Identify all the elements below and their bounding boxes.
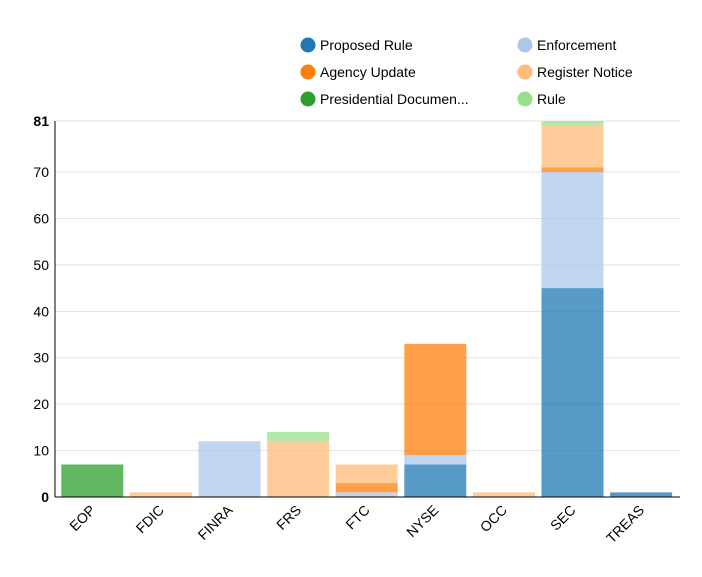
bar-segment-sec-1[interactable] — [541, 172, 604, 289]
bars — [61, 121, 673, 497]
bar-segment-nyse-2[interactable] — [404, 343, 467, 456]
bar-segment-nyse-0[interactable] — [404, 464, 467, 497]
legend-swatch-icon[interactable] — [300, 91, 316, 107]
legend-label[interactable]: Proposed Rule — [320, 37, 413, 53]
y-tick-label: 70 — [33, 164, 49, 180]
bar-segment-ftc-1[interactable] — [335, 492, 398, 497]
legend-label[interactable]: Enforcement — [537, 37, 616, 53]
legend: Proposed Rule Enforcement Agency Update Reg… — [300, 37, 633, 107]
y-tick-label: 10 — [33, 443, 49, 459]
x-tick-label: OCC — [477, 502, 510, 535]
x-tick-label: TREAS — [603, 502, 647, 546]
x-tick-label: FINRA — [195, 501, 236, 542]
gridlines — [55, 120, 680, 498]
y-tick-label: 40 — [33, 303, 49, 319]
legend-swatch-icon[interactable] — [517, 37, 533, 53]
x-tick-label: SEC — [547, 502, 579, 534]
y-tick-label: 20 — [33, 396, 49, 412]
legend-swatch-icon[interactable] — [300, 37, 316, 53]
x-tick-label: FDIC — [133, 502, 167, 536]
legend-label[interactable]: Agency Update — [320, 64, 416, 80]
bar-segment-treas-0[interactable] — [610, 492, 673, 497]
bar-segment-ftc-2[interactable] — [335, 483, 398, 493]
bar-segment-sec-0[interactable] — [541, 288, 604, 497]
bar-segment-eop-4[interactable] — [61, 464, 124, 497]
bar-segment-frs-3[interactable] — [267, 441, 330, 497]
bar-segment-sec-3[interactable] — [541, 125, 604, 168]
legend-label[interactable]: Register Notice — [537, 64, 633, 80]
y-tick-label: 0 — [41, 489, 49, 505]
x-tick-label: NYSE — [403, 502, 441, 540]
x-tick-label: EOP — [66, 502, 98, 534]
bar-segment-frs-5[interactable] — [267, 432, 330, 442]
y-tick-label: 60 — [33, 210, 49, 226]
legend-label[interactable]: Presidential Documen... — [320, 91, 469, 107]
bar-segment-ftc-3[interactable] — [335, 464, 398, 484]
legend-swatch-icon[interactable] — [517, 91, 533, 107]
bar-segment-finra-1[interactable] — [198, 441, 261, 497]
y-tick-label: 81 — [33, 113, 49, 129]
bar-segment-sec-5[interactable] — [541, 121, 604, 126]
x-tick-label: FTC — [342, 502, 373, 533]
legend-label[interactable]: Rule — [537, 91, 566, 107]
x-tick-label: FRS — [273, 502, 304, 533]
legend-swatch-icon[interactable] — [300, 64, 316, 80]
bar-segment-fdic-3[interactable] — [129, 492, 192, 497]
bar-segment-sec-2[interactable] — [541, 167, 604, 173]
y-tick-label: 30 — [33, 350, 49, 366]
bar-segment-nyse-1[interactable] — [404, 455, 467, 465]
legend-swatch-icon[interactable] — [517, 64, 533, 80]
y-tick-label: 50 — [33, 257, 49, 273]
bar-segment-occ-3[interactable] — [472, 492, 535, 497]
